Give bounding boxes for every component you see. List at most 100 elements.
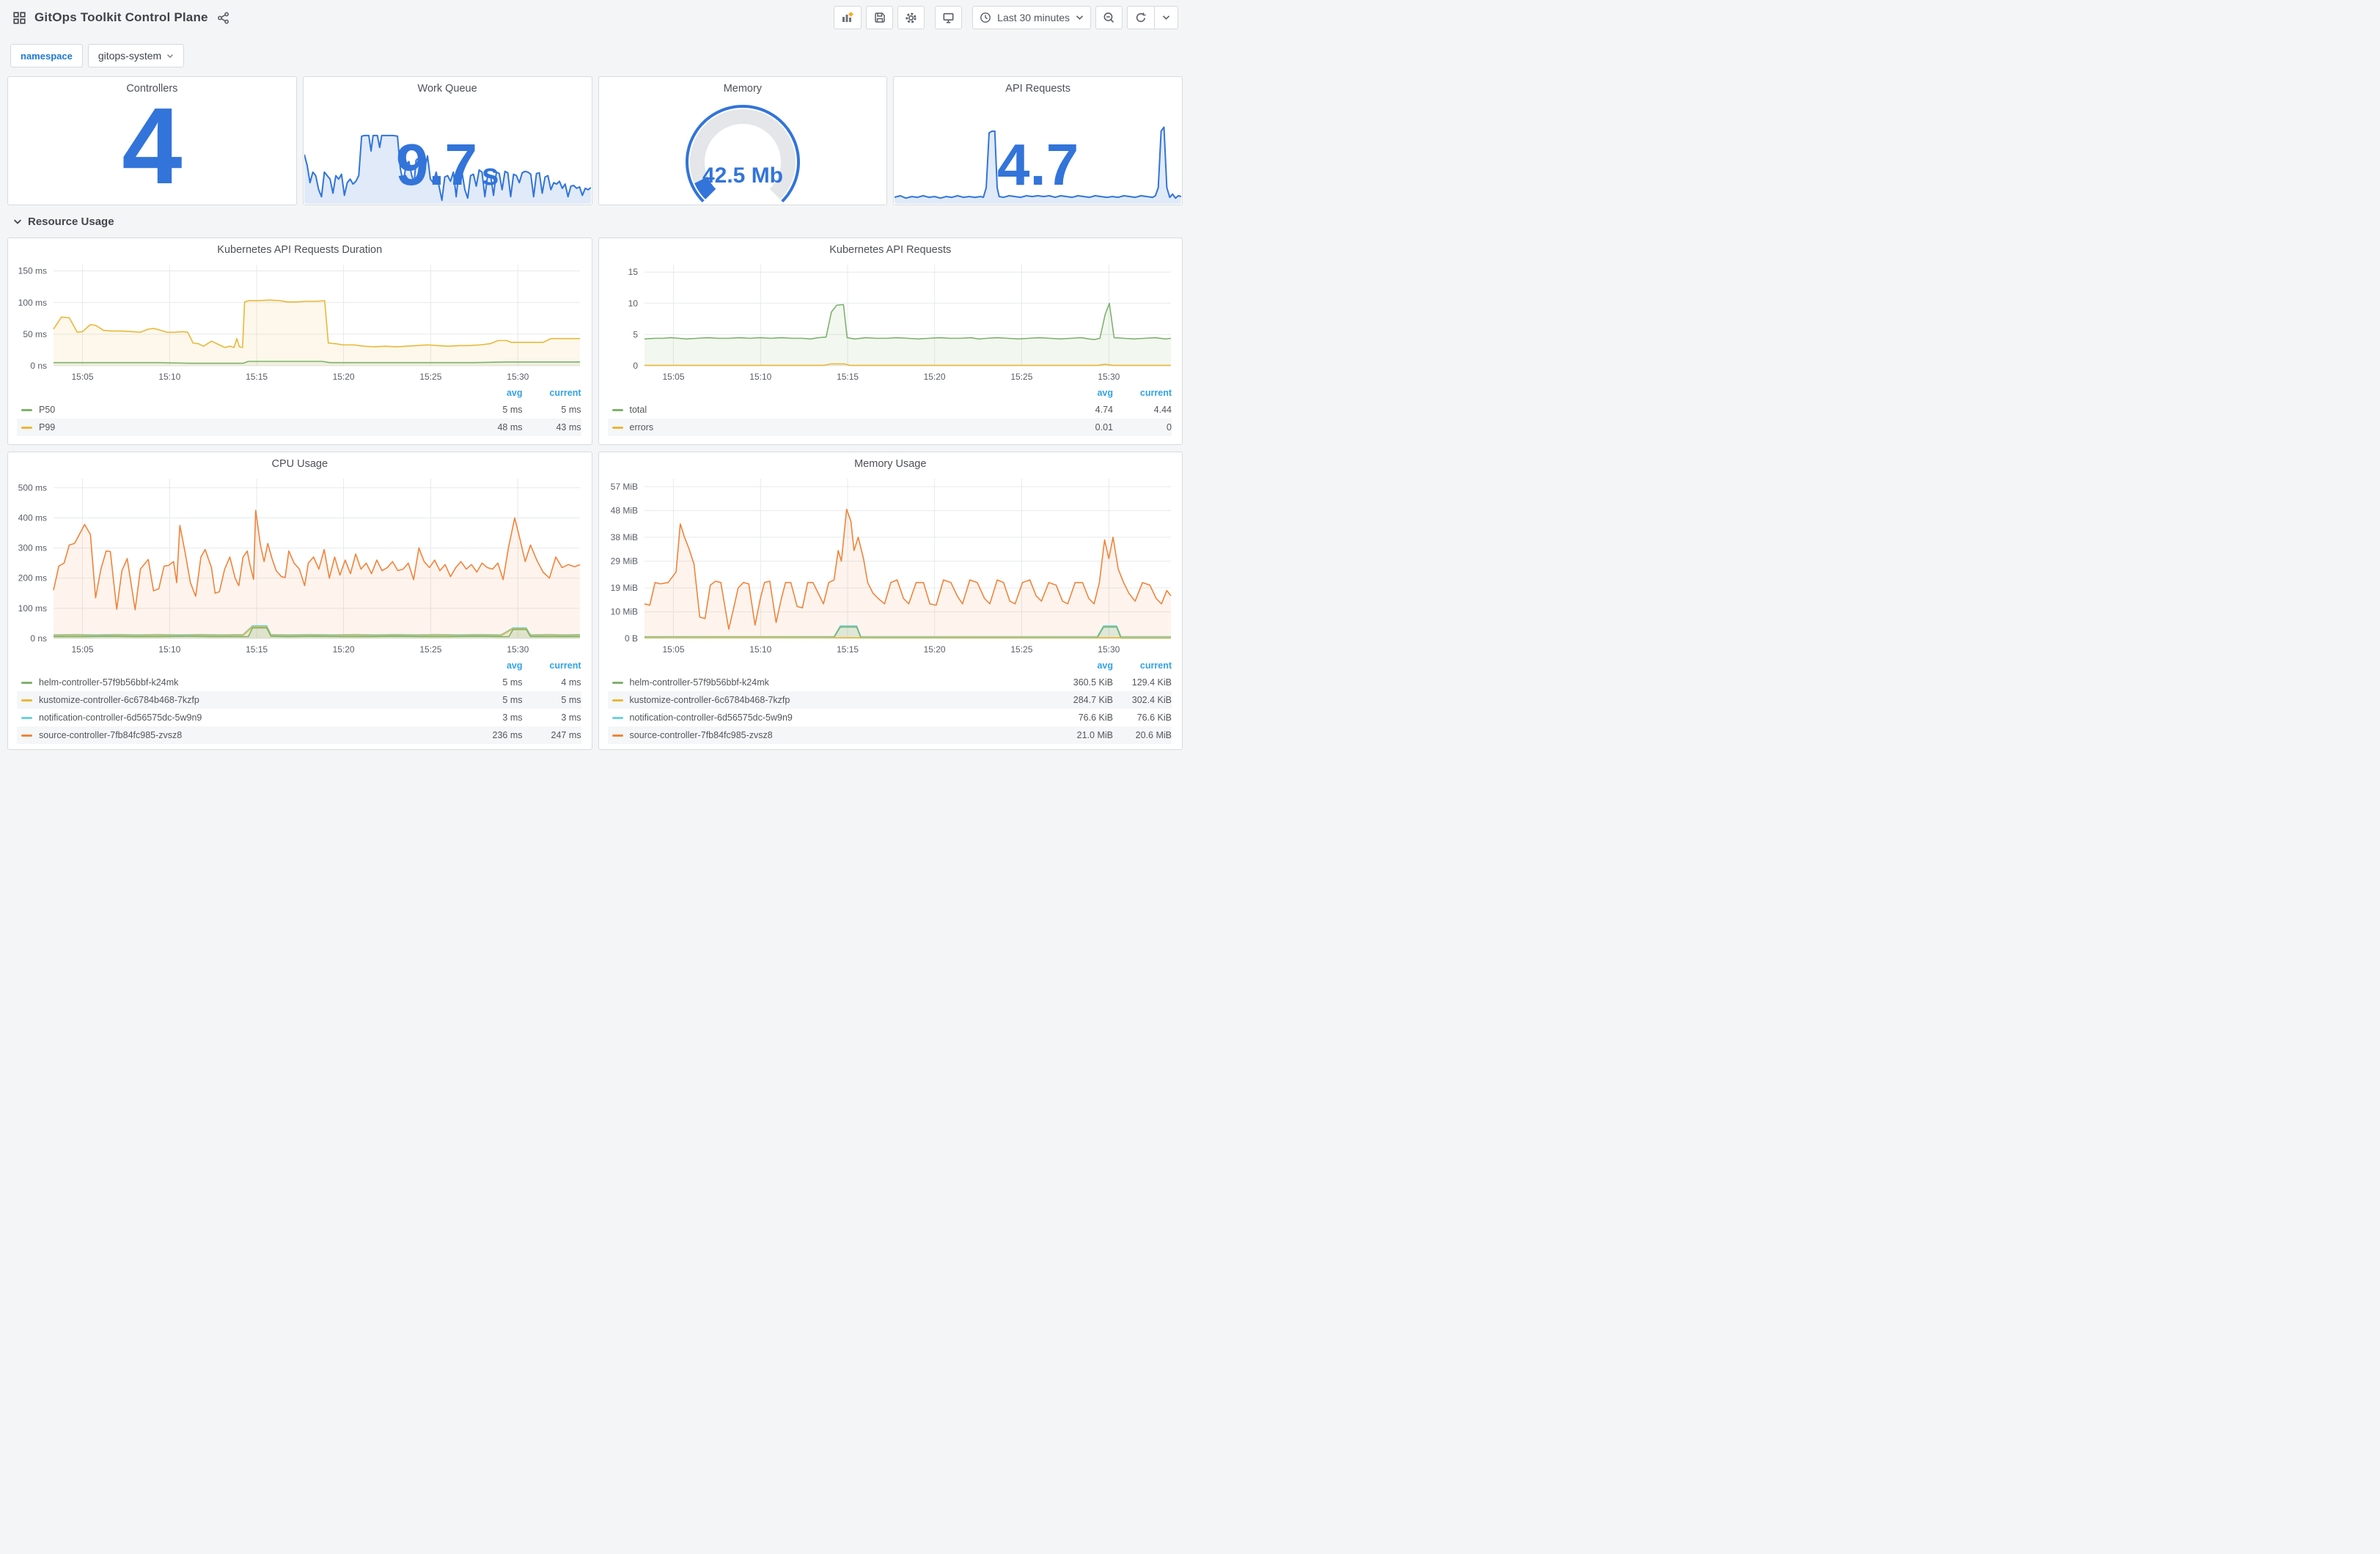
svg-text:15:10: 15:10 xyxy=(158,644,180,655)
legend-series-name[interactable]: kustomize-controller-6c6784b468-7kzfp xyxy=(17,695,464,705)
legend-header: avg current xyxy=(17,658,581,674)
legend-avg-value: 21.0 MiB xyxy=(1076,730,1113,740)
svg-text:15: 15 xyxy=(628,267,638,277)
chevron-down-icon xyxy=(166,54,174,59)
panel-title: API Requests xyxy=(1005,83,1070,95)
legend-current-value: 129.4 KiB xyxy=(1131,677,1172,688)
panel-title: CPU Usage xyxy=(271,458,328,470)
legend-column-header[interactable]: avg xyxy=(506,388,523,398)
panel-title: Work Queue xyxy=(417,83,477,95)
legend-header: avg current xyxy=(608,385,1172,401)
legend-row[interactable]: kustomize-controller-6c6784b468-7kzfp 5 m… xyxy=(17,691,581,709)
series-color-swatch xyxy=(21,716,32,719)
panel-memory-gauge[interactable]: Memory 42.5 Mb xyxy=(598,76,888,205)
legend-series-name[interactable]: helm-controller-57f9b56bbf-k24mk xyxy=(608,677,1055,688)
grafana-dashboard: GitOps Toolkit Control Plane xyxy=(0,0,1190,777)
series-color-swatch xyxy=(21,426,32,429)
legend-column-header[interactable]: avg xyxy=(1097,660,1113,671)
share-icon[interactable] xyxy=(217,11,229,24)
time-series-chart[interactable]: 0 5 10 15 15:05 15:10 15:15 15:20 15:25 15:30 xyxy=(603,259,1178,383)
stat-value: 4 xyxy=(122,97,183,204)
svg-text:0 B: 0 B xyxy=(624,633,637,644)
legend-current-value: 76.6 KiB xyxy=(1136,712,1172,723)
series-color-swatch xyxy=(21,734,32,737)
chart-legend: avg current total 4.74 4.44 errors 0.01 0 xyxy=(599,383,1183,436)
svg-text:15:10: 15:10 xyxy=(749,372,771,382)
template-variables-row: namespace gitops-system xyxy=(0,35,1190,67)
svg-text:15:10: 15:10 xyxy=(158,372,180,382)
panel-api-requests-stat[interactable]: API Requests 4.7 xyxy=(893,76,1183,205)
panel-title: Controllers xyxy=(126,83,178,95)
panel-work-queue[interactable]: Work Queue 9.7 s xyxy=(302,76,592,205)
legend-series-name[interactable]: notification-controller-6d56575dc-5w9n9 xyxy=(608,712,1055,723)
refresh-interval-dropdown[interactable] xyxy=(1154,7,1178,29)
legend-column-header[interactable]: current xyxy=(549,660,581,671)
time-series-chart[interactable]: 0 ns 100 ms 200 ms 300 ms 400 ms 500 ms 15:05 1… xyxy=(12,473,587,656)
legend-avg-value: 284.7 KiB xyxy=(1073,695,1113,705)
legend-current-value: 43 ms xyxy=(556,422,581,432)
legend-row[interactable]: P50 5 ms 5 ms xyxy=(17,401,581,419)
legend-row[interactable]: P99 48 ms 43 ms xyxy=(17,419,581,436)
add-panel-button[interactable] xyxy=(834,6,862,29)
svg-text:15:25: 15:25 xyxy=(1010,372,1032,382)
variable-value-dropdown[interactable]: gitops-system xyxy=(87,44,185,67)
refresh-button[interactable] xyxy=(1128,7,1154,29)
legend-row[interactable]: total 4.74 4.44 xyxy=(608,401,1172,419)
legend-avg-value: 5 ms xyxy=(502,677,523,688)
dashboard-settings-button[interactable] xyxy=(897,6,925,29)
panel-k8s-api-requests-duration[interactable]: Kubernetes API Requests Duration 0 ns 50 … xyxy=(7,237,592,445)
legend-column-header[interactable]: current xyxy=(1139,388,1172,398)
legend-column-header[interactable]: avg xyxy=(506,660,523,671)
stat-value: 9.7 s xyxy=(395,132,499,198)
chevron-down-icon xyxy=(13,218,22,225)
legend-series-name[interactable]: errors xyxy=(608,422,1055,432)
panel-cpu-usage[interactable]: CPU Usage 0 ns 100 ms 200 ms 300 ms 400 ms 50… xyxy=(7,452,592,750)
legend-series-name[interactable]: source-controller-7fb84fc985-zvsz8 xyxy=(608,730,1055,740)
legend-row[interactable]: notification-controller-6d56575dc-5w9n9 7… xyxy=(608,709,1172,726)
legend-row[interactable]: source-controller-7fb84fc985-zvsz8 236 ms… xyxy=(17,726,581,744)
row-toggle-resource-usage[interactable]: Resource Usage xyxy=(0,205,1190,237)
legend-avg-value: 48 ms xyxy=(497,422,523,432)
legend-row[interactable]: helm-controller-57f9b56bbf-k24mk 5 ms 4 ms xyxy=(17,674,581,691)
legend-series-name[interactable]: source-controller-7fb84fc985-zvsz8 xyxy=(17,730,464,740)
apps-grid-icon[interactable] xyxy=(13,11,26,24)
save-icon xyxy=(874,12,886,23)
legend-series-name[interactable]: total xyxy=(608,405,1055,415)
legend-row[interactable]: notification-controller-6d56575dc-5w9n9 3… xyxy=(17,709,581,726)
svg-text:15:25: 15:25 xyxy=(1010,644,1032,655)
legend-column-header[interactable]: current xyxy=(1139,660,1172,671)
time-range-picker[interactable]: Last 30 minutes xyxy=(972,6,1091,29)
panel-controllers[interactable]: Controllers 4 xyxy=(7,76,297,205)
series-color-swatch xyxy=(21,681,32,684)
legend-column-header[interactable]: current xyxy=(549,388,581,398)
cycle-view-button[interactable] xyxy=(935,6,963,29)
sparkline xyxy=(304,132,591,204)
legend-avg-value: 5 ms xyxy=(502,695,523,705)
series-color-swatch xyxy=(21,408,32,411)
panel-memory-usage[interactable]: Memory Usage 0 B 10 MiB 19 MiB 29 MiB 38 MiB… xyxy=(598,452,1183,750)
legend-column-header[interactable]: avg xyxy=(1097,388,1113,398)
svg-text:48 MiB: 48 MiB xyxy=(610,506,637,516)
legend-series-name[interactable]: P99 xyxy=(17,422,464,432)
time-series-chart[interactable]: 0 B 10 MiB 19 MiB 29 MiB 38 MiB 48 MiB 57 MiB 1… xyxy=(603,473,1178,656)
legend-series-name[interactable]: helm-controller-57f9b56bbf-k24mk xyxy=(17,677,464,688)
panel-title: Memory Usage xyxy=(854,458,927,470)
save-dashboard-button[interactable] xyxy=(866,6,894,29)
series-color-swatch xyxy=(611,734,623,737)
legend-series-name[interactable]: P50 xyxy=(17,405,464,415)
zoom-out-button[interactable] xyxy=(1095,6,1123,29)
legend-current-value: 20.6 MiB xyxy=(1135,730,1172,740)
legend-row[interactable]: helm-controller-57f9b56bbf-k24mk 360.5 Ki… xyxy=(608,674,1172,691)
legend-row[interactable]: kustomize-controller-6c6784b468-7kzfp 284… xyxy=(607,691,1172,709)
stat-panels-row: Controllers 4 Work Queue 9.7 s Memory 42.… xyxy=(0,76,1190,205)
legend-avg-value: 5 ms xyxy=(502,405,523,415)
legend-series-name[interactable]: kustomize-controller-6c6784b468-7kzfp xyxy=(608,695,1055,705)
legend-row[interactable]: source-controller-7fb84fc985-zvsz8 21.0 M… xyxy=(607,726,1172,744)
time-series-chart[interactable]: 0 ns 50 ms 100 ms 150 ms 15:05 15:10 15:15 15:2… xyxy=(12,259,587,383)
series-color-swatch xyxy=(21,699,32,701)
panel-k8s-api-requests[interactable]: Kubernetes API Requests 0 5 10 15 15:05 15:10… xyxy=(598,237,1183,445)
legend-row[interactable]: errors 0.01 0 xyxy=(607,419,1172,436)
legend-series-name[interactable]: notification-controller-6d56575dc-5w9n9 xyxy=(17,712,464,723)
legend-avg-value: 0.01 xyxy=(1095,422,1113,432)
legend-current-value: 4.44 xyxy=(1153,405,1172,415)
